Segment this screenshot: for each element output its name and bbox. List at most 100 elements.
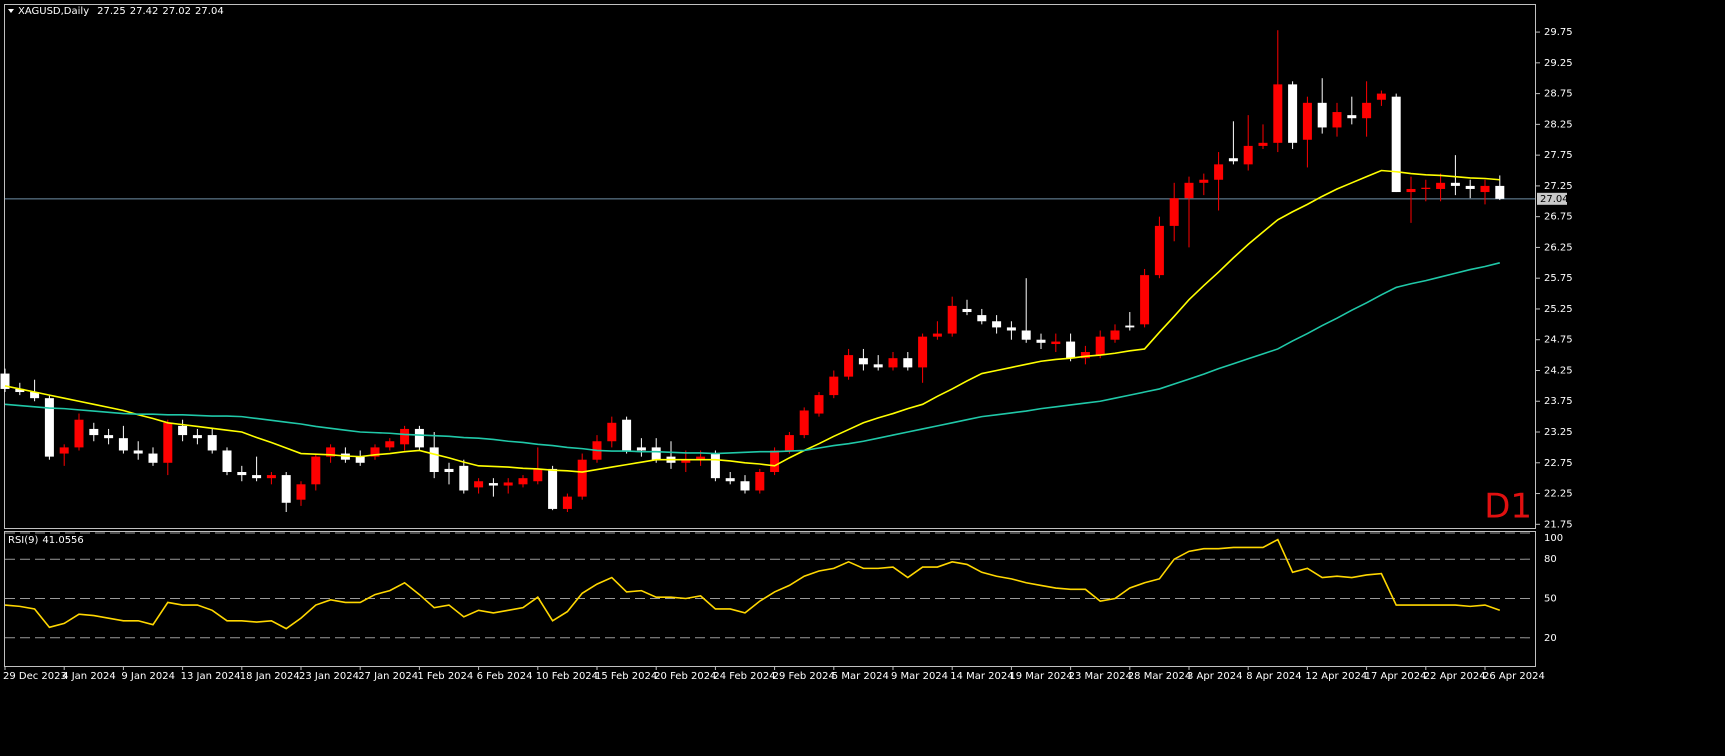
candle-body (1332, 112, 1342, 128)
main-panel-frame (4, 4, 1536, 529)
candle-body (1154, 225, 1164, 276)
candle-body (1450, 182, 1460, 186)
rsi-tick-label: 50 (1544, 594, 1557, 605)
candle-body (577, 459, 587, 497)
candle-body (44, 398, 54, 457)
candle-body (89, 428, 99, 436)
y-tick-label: 26.75 (1544, 212, 1573, 223)
candle-body (1228, 158, 1238, 162)
candle-body (385, 441, 395, 448)
candle-body (1199, 179, 1209, 183)
x-tick-label: 19 Mar 2024 (1009, 671, 1072, 682)
candle-body (370, 447, 380, 457)
candle-body (1110, 330, 1120, 340)
header-close: 27.04 (195, 6, 224, 17)
y-tick-label: 29.75 (1544, 27, 1573, 38)
moving-average (4, 262, 1500, 455)
candle-body (1302, 102, 1312, 140)
candle-body (488, 483, 498, 486)
x-tick-label: 27 Jan 2024 (358, 671, 418, 682)
x-tick-label: 14 Mar 2024 (950, 671, 1013, 682)
candle-body (755, 472, 765, 491)
candle-body (1140, 275, 1150, 325)
x-tick-label: 29 Feb 2024 (773, 671, 835, 682)
header-open: 27.25 (97, 6, 126, 17)
x-tick-label: 24 Feb 2024 (713, 671, 775, 682)
x-tick-label: 9 Mar 2024 (891, 671, 948, 682)
x-tick-label: 20 Feb 2024 (654, 671, 716, 682)
timeframe-label: D1 (1484, 487, 1532, 527)
candle-body (784, 435, 794, 451)
candle-body (237, 472, 247, 476)
x-tick-label: 26 Apr 2024 (1483, 671, 1545, 682)
candle-body (1184, 182, 1194, 199)
candle-body (888, 358, 898, 368)
candle-body (207, 435, 217, 451)
x-tick-label: 12 Apr 2024 (1305, 671, 1367, 682)
candle-body (222, 450, 232, 473)
candle-body (414, 428, 424, 448)
candle-body (844, 355, 854, 377)
y-tick-label: 21.75 (1544, 519, 1573, 530)
candle-body (873, 364, 883, 368)
candle-body (562, 496, 572, 509)
candle-body (192, 435, 202, 439)
candle-body (178, 425, 188, 436)
candle-body (459, 465, 469, 491)
x-tick-label: 5 Mar 2024 (832, 671, 889, 682)
header-low: 27.02 (162, 6, 191, 17)
x-tick-label: 17 Apr 2024 (1365, 671, 1427, 682)
candle-body (252, 475, 262, 479)
candle-body (1095, 336, 1105, 356)
candle-body (1288, 84, 1298, 143)
candle-body (1169, 198, 1179, 226)
candle-body (1406, 188, 1416, 193)
candle-body (281, 475, 291, 503)
candle-body (1436, 182, 1446, 189)
x-tick-label: 29 Dec 2023 (3, 671, 67, 682)
candle-body (651, 447, 661, 460)
candle-body (1465, 185, 1475, 189)
y-tick-label: 27.25 (1544, 181, 1573, 192)
y-tick-label: 24.25 (1544, 365, 1573, 376)
x-tick-label: 13 Jan 2024 (181, 671, 241, 682)
y-tick-label: 24.75 (1544, 335, 1573, 346)
y-tick-label: 28.75 (1544, 89, 1573, 100)
y-tick-label: 27.75 (1544, 150, 1573, 161)
candle-body (296, 484, 306, 500)
x-tick-label: 15 Feb 2024 (595, 671, 657, 682)
candle-body (903, 358, 913, 368)
candle-body (829, 376, 839, 396)
candle-body (326, 447, 336, 457)
candle-body (59, 447, 69, 454)
candle-body (799, 410, 809, 436)
candle-body (622, 419, 632, 451)
candle-body (740, 481, 750, 491)
x-tick-label: 28 Mar 2024 (1128, 671, 1191, 682)
candle-body (1021, 330, 1031, 340)
candle-body (977, 315, 987, 322)
candle-body (947, 305, 957, 334)
candle-body (163, 422, 173, 463)
candle-body (918, 336, 928, 368)
candle-body (311, 456, 321, 485)
candle-body (1036, 339, 1046, 343)
rsi-tick-label: 100 (1544, 533, 1563, 544)
candle-body (1214, 164, 1224, 180)
x-tick-label: 23 Mar 2024 (1069, 671, 1132, 682)
y-tick-label: 22.25 (1544, 489, 1573, 500)
y-tick-label: 23.75 (1544, 396, 1573, 407)
x-tick-label: 10 Feb 2024 (536, 671, 598, 682)
candle-body (444, 468, 454, 473)
candle-body (518, 478, 528, 485)
candle-body (15, 388, 25, 393)
candle-body (266, 475, 276, 479)
candle-body (1243, 145, 1253, 165)
rsi-tick-label: 20 (1544, 633, 1557, 644)
candle-body (1258, 142, 1268, 146)
rsi-tick-label: 80 (1544, 554, 1557, 565)
candle-body (636, 447, 646, 451)
